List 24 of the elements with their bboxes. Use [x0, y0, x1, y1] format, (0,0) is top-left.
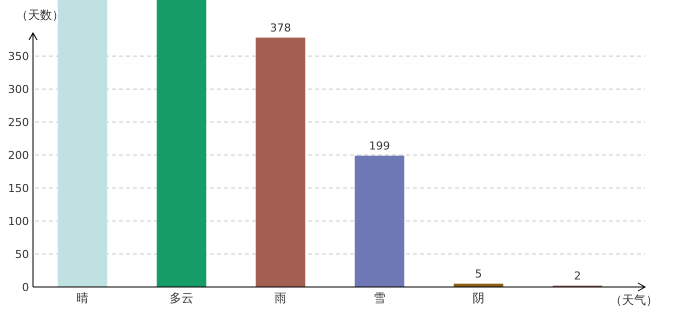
y-tick-label: 200	[8, 149, 29, 162]
y-tick-label: 250	[8, 116, 29, 130]
x-tick-label: 雨	[274, 291, 286, 305]
bar	[454, 284, 504, 287]
bar	[354, 156, 404, 287]
bar	[58, 0, 108, 287]
x-tick-label: 多云	[170, 291, 194, 305]
y-tick-label: 300	[8, 83, 29, 96]
bar	[156, 0, 206, 287]
bar	[256, 38, 306, 287]
y-tick-label: 100	[8, 215, 29, 228]
y-tick-label: 0	[22, 281, 29, 294]
data-label: 378	[270, 22, 291, 35]
y-axis-title: （天数）	[16, 8, 64, 22]
data-label: 199	[369, 140, 390, 153]
y-tick-label: 150	[8, 182, 29, 196]
y-tick-label: 50	[15, 248, 29, 262]
data-label: 5	[475, 268, 482, 281]
x-axis-title: （天气）	[610, 293, 658, 307]
data-label: 2	[574, 270, 581, 283]
x-tick-label: 雪	[374, 291, 386, 305]
y-tick-label: 350	[8, 50, 29, 64]
x-tick-label: 阴	[472, 291, 484, 305]
x-tick-label: 晴	[76, 291, 88, 305]
